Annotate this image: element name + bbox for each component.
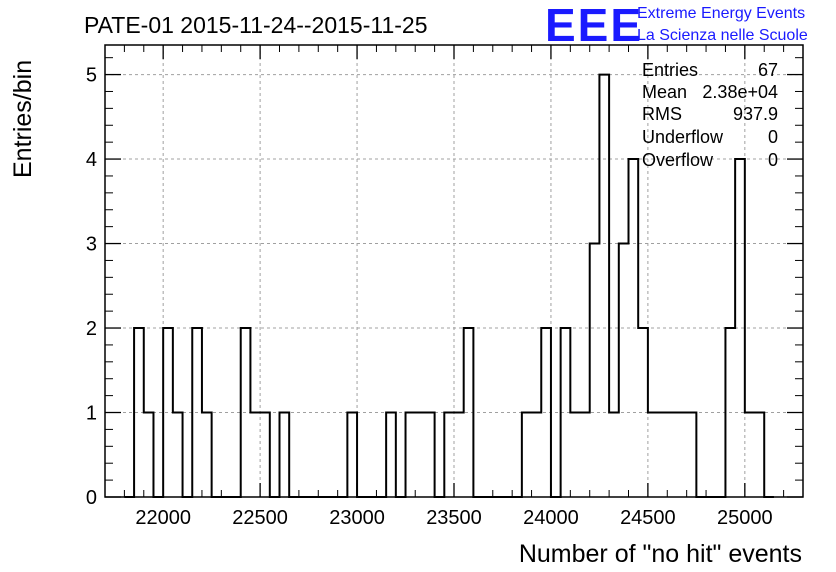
x-tick-label: 22500 [232, 507, 288, 529]
stat-value-underflow: 0 [768, 127, 778, 147]
stat-label-underflow: Underflow [642, 127, 724, 147]
x-tick-label: 23500 [426, 507, 482, 529]
histogram-outline [124, 73, 774, 498]
x-axis-title: Number of "no hit" events [519, 540, 802, 568]
brand-line-1: Extreme Energy Events [637, 5, 805, 22]
stat-value-entries: 67 [758, 60, 778, 80]
axis-ticks: 22000 22500 23000 23500 24000 24500 25000 0 1 2 3 4… [86, 45, 804, 529]
y-tick-label: 0 [86, 487, 97, 509]
stat-value-rms: 937.9 [733, 104, 778, 124]
brand-line-2: La Scienza nelle Scuole [637, 27, 808, 44]
x-tick-label: 22000 [135, 507, 191, 529]
y-tick-label: 5 [86, 65, 97, 87]
y-tick-label: 2 [86, 318, 97, 340]
stat-label-overflow: Overflow [642, 150, 714, 170]
stat-value-mean: 2.38e+04 [702, 82, 778, 102]
eee-logo-text: EEE [545, 0, 643, 51]
stat-value-overflow: 0 [768, 150, 778, 170]
stat-label-entries: Entries [642, 60, 698, 80]
y-tick-label: 3 [86, 234, 97, 256]
x-tick-label: 23000 [329, 507, 385, 529]
y-tick-label: 1 [86, 403, 97, 425]
eee-logo: EEE Extreme Energy Events La Scienza nel… [545, 0, 808, 51]
x-tick-label: 24500 [620, 507, 676, 529]
y-axis-title: Entries/bin [9, 60, 37, 178]
x-tick-label: 25000 [717, 507, 773, 529]
stats-box: Entries 67 Mean 2.38e+04 RMS 937.9 Under… [642, 60, 778, 170]
stat-label-rms: RMS [642, 104, 682, 124]
x-tick-label: 24000 [523, 507, 579, 529]
plot-title: PATE-01 2015-11-24--2015-11-25 [84, 12, 428, 38]
stat-label-mean: Mean [642, 82, 687, 102]
y-tick-label: 4 [86, 149, 97, 171]
